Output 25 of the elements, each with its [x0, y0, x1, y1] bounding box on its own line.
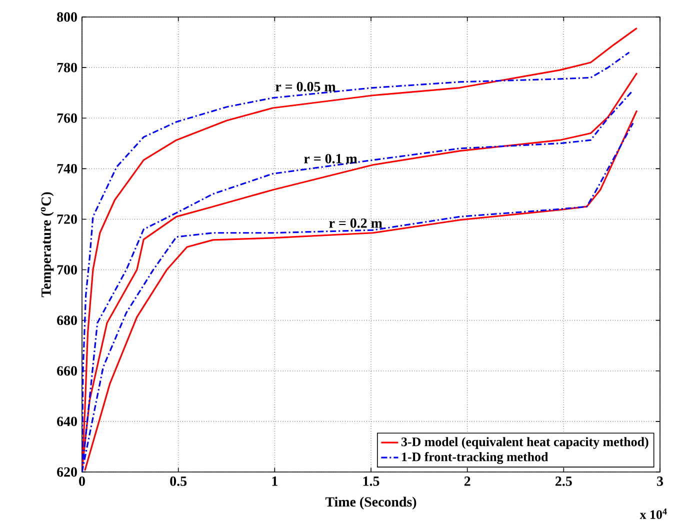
y-tick-label: 640 [57, 416, 77, 426]
annotation: r = 0.2 m [329, 218, 382, 228]
y-tick-label: 800 [57, 12, 77, 22]
x-tick-label: 2.5 [556, 476, 572, 486]
text: x 10$^{4}$ [640, 508, 667, 519]
x-axis-title: Time (Seconds) [325, 496, 416, 510]
y-tick-label: 680 [57, 316, 77, 326]
x-tick-label: 1.5 [363, 476, 380, 486]
y-tick-label: 760 [57, 113, 77, 123]
annotation: r = 0.05 m [276, 82, 336, 92]
x-tick-label: 2 [464, 476, 470, 486]
x-tick-label: 1 [272, 476, 278, 486]
x-tick-label: 0.5 [170, 476, 187, 486]
y-tick-label: 780 [57, 62, 77, 72]
legend-label: 3-D model (equivalent heat capacity method) [401, 437, 648, 449]
annotation: r = 0.1 m [304, 154, 358, 164]
x-tick-label: 3 [657, 476, 664, 486]
y-tick-label: 700 [57, 265, 77, 274]
y-tick-label: 740 [57, 164, 77, 174]
x-tick-label: 0 [79, 476, 85, 486]
y-tick-label: 720 [57, 214, 77, 224]
legend-label: 1-D front-tracking method [402, 452, 548, 464]
y-axis-title: Temperature ($^{o}$C) [40, 192, 54, 298]
y-tick-label: 620 [57, 467, 77, 477]
y-tick-label: 660 [57, 366, 77, 376]
